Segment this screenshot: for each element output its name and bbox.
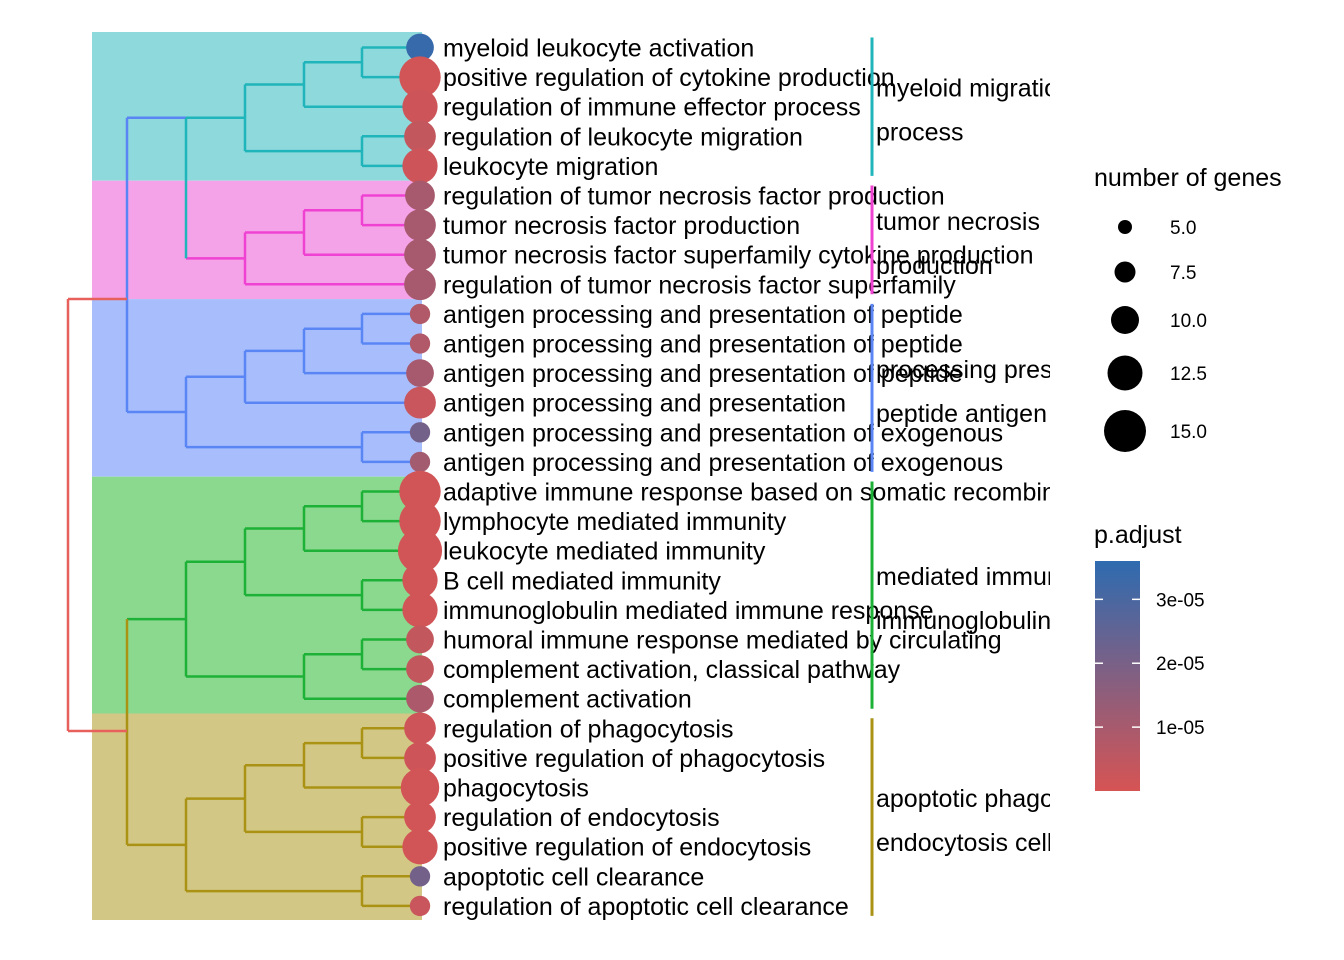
size-legend-label: 7.5 — [1170, 263, 1196, 284]
term-label: antigen processing and presentation — [443, 390, 846, 418]
size-legend-title: number of genes — [1094, 164, 1282, 192]
term-label: apoptotic cell clearance — [443, 863, 704, 891]
term-point — [402, 592, 438, 628]
term-label: phagocytosis — [443, 775, 589, 803]
cluster-label: tumor necrosis — [876, 208, 1040, 236]
term-label: antigen processing and presentation of e… — [443, 449, 1003, 477]
term-point — [404, 712, 436, 745]
term-label: regulation of apoptotic cell clearance — [443, 893, 849, 921]
term-points — [397, 33, 443, 917]
size-legend: number of genes 5.0 7.5 10.0 12.5 15.0 — [1094, 164, 1282, 452]
cluster-label: mediated immunity — [876, 563, 1086, 591]
cluster-label: endocytosis cell — [876, 829, 1052, 857]
term-label: complement activation, classical pathway — [443, 656, 901, 684]
term-label: antigen processing and presentation of e… — [443, 419, 1003, 447]
term-point — [409, 451, 431, 473]
term-label: positive regulation of endocytosis — [443, 834, 811, 862]
term-label: tumor necrosis factor production — [443, 212, 800, 240]
term-point — [404, 386, 436, 419]
label-clip-anchor — [1050, 0, 1051, 1]
term-label: antigen processing and presentation of p… — [443, 331, 963, 359]
term-point — [406, 625, 434, 654]
cluster-labels: myeloid migration process tumor necrosis pr… — [876, 75, 1141, 857]
term-label: leukocyte mediated immunity — [443, 538, 766, 566]
term-label: leukocyte migration — [443, 153, 658, 181]
color-legend-title: p.adjust — [1094, 521, 1182, 549]
cluster-label: peptide antigen — [876, 400, 1047, 428]
term-label: positive regulation of phagocytosis — [443, 745, 825, 773]
term-label: complement activation — [443, 686, 692, 714]
term-point — [404, 209, 436, 241]
term-label: regulation of phagocytosis — [443, 715, 733, 743]
term-label: regulation of immune effector process — [443, 94, 861, 122]
term-label: regulation of endocytosis — [443, 804, 720, 832]
term-label: positive regulation of cytokine producti… — [443, 64, 895, 92]
term-point — [406, 359, 434, 387]
term-point — [404, 120, 436, 153]
term-point — [404, 801, 436, 833]
term-point — [409, 422, 431, 443]
term-label: tumor necrosis factor superfamily cytoki… — [443, 242, 1034, 270]
term-point — [397, 528, 443, 573]
cluster-label: production — [876, 252, 993, 280]
term-label: immunoglobulin mediated immune response — [443, 597, 934, 625]
term-label: regulation of leukocyte migration — [443, 123, 803, 151]
term-point — [402, 148, 438, 184]
term-point — [399, 470, 441, 513]
term-point — [404, 742, 436, 774]
size-legend-dot — [1107, 355, 1143, 391]
term-point — [405, 180, 435, 211]
term-point — [404, 238, 436, 271]
term-point — [402, 89, 438, 125]
term-point — [402, 562, 438, 598]
term-point — [402, 829, 438, 865]
term-label: adaptive immune response based on somati… — [443, 479, 1110, 507]
size-legend-label: 10.0 — [1170, 311, 1207, 332]
term-label: regulation of tumor necrosis factor prod… — [443, 183, 945, 211]
size-legend-dot — [1114, 261, 1136, 283]
term-point — [409, 333, 431, 354]
term-label: humoral immune response mediated by circ… — [443, 627, 1002, 655]
term-point — [400, 768, 440, 807]
term-point — [406, 684, 434, 713]
cluster-label: process — [876, 119, 964, 147]
color-legend-bar — [1095, 561, 1140, 791]
term-label: myeloid leukocyte activation — [443, 35, 754, 63]
term-point — [409, 895, 431, 917]
size-legend-dot — [1118, 220, 1132, 234]
cluster-label: apoptotic phagocytosis — [876, 785, 1130, 813]
color-legend-label: 1e-05 — [1156, 718, 1205, 739]
cluster-backgrounds — [92, 32, 422, 920]
term-point — [406, 655, 434, 683]
term-point — [409, 303, 431, 325]
color-legend-label: 2e-05 — [1156, 654, 1205, 675]
size-legend-dot — [1104, 410, 1146, 452]
term-label: B cell mediated immunity — [443, 567, 721, 595]
size-legend-label: 12.5 — [1170, 364, 1207, 385]
color-legend-label: 3e-05 — [1156, 590, 1205, 611]
size-legend-dot — [1111, 306, 1139, 334]
cluster-label: myeloid migration — [876, 75, 1072, 103]
term-label: antigen processing and presentation of p… — [443, 301, 963, 329]
term-point — [409, 866, 431, 887]
term-point — [406, 33, 434, 62]
cluster-background — [92, 299, 422, 477]
term-label: lymphocyte mediated immunity — [443, 508, 787, 536]
color-legend: p.adjust 1e-05 2e-05 3e-05 — [1094, 521, 1205, 791]
term-point — [404, 268, 436, 301]
size-legend-label: 5.0 — [1170, 218, 1196, 239]
term-label: antigen processing and presentation of p… — [443, 360, 963, 388]
cluster-label: immunoglobulin — [876, 607, 1051, 635]
cluster-background — [92, 180, 422, 300]
cluster-label: processing presentation — [876, 356, 1141, 384]
size-legend-label: 15.0 — [1170, 422, 1207, 443]
term-point — [399, 56, 441, 98]
